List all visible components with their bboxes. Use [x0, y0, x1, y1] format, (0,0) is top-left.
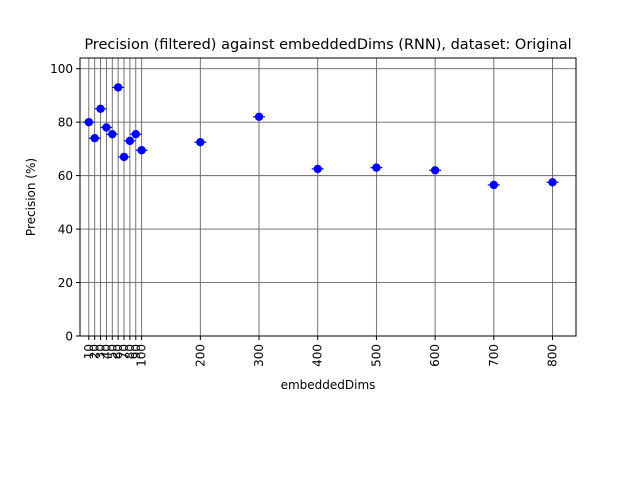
y-axis-label: Precision (%) — [24, 158, 38, 236]
data-point-0-8 — [131, 129, 140, 139]
data-point-0-6 — [119, 152, 129, 162]
data-point-0-5 — [113, 83, 123, 92]
data-point-0-0 — [84, 117, 94, 127]
data-point-0-7 — [125, 136, 135, 146]
y-tick-label-0: 0 — [65, 330, 73, 344]
data-point-0-9 — [137, 146, 146, 155]
data-point-0-10 — [196, 138, 205, 147]
data-point-0-4 — [108, 129, 117, 139]
data-point-0-12 — [313, 164, 322, 174]
data-point-0-11 — [254, 112, 264, 122]
plot-frame — [79, 57, 577, 337]
x-tick-label-5: 60 — [111, 344, 125, 359]
chart-title: Precision (filtered) against embeddedDim… — [84, 37, 571, 53]
y-tick-label-4: 80 — [58, 116, 73, 130]
data-point-0-2 — [96, 104, 105, 113]
y-tick-label-3: 60 — [58, 169, 73, 183]
x-tick-label-10: 200 — [193, 344, 207, 367]
data-point-0-15 — [489, 180, 499, 190]
x-tick-label-4: 50 — [105, 344, 119, 359]
marks-layer — [82, 83, 559, 190]
x-tick-label-13: 500 — [369, 344, 383, 367]
x-tick-label-8: 90 — [129, 344, 143, 359]
grid-layer — [80, 58, 576, 337]
x-axis-label: embeddedDims — [281, 378, 376, 392]
x-tick-label-0: 10 — [82, 344, 96, 359]
data-point-0-3 — [102, 123, 111, 132]
x-tick-label-2: 30 — [94, 344, 108, 359]
x-tick-label-7: 80 — [123, 344, 137, 359]
x-tick-label-9: 100 — [135, 344, 149, 367]
data-point-0-1 — [90, 133, 99, 143]
x-tick-label-6: 70 — [117, 344, 131, 359]
data-point-0-16 — [548, 178, 557, 187]
y-tick-label-5: 100 — [50, 62, 73, 76]
x-tick-label-11: 300 — [252, 344, 266, 367]
x-tick-label-3: 40 — [99, 344, 113, 359]
x-tick-label-16: 800 — [546, 344, 560, 367]
y-tick-label-1: 20 — [58, 276, 73, 290]
y-tick-label-2: 40 — [58, 223, 73, 237]
x-tick-label-15: 700 — [487, 344, 501, 367]
x-tick-label-14: 600 — [428, 344, 442, 367]
x-tick-label-1: 20 — [88, 344, 102, 359]
data-point-0-13 — [372, 163, 381, 172]
x-tick-label-12: 400 — [311, 344, 325, 367]
data-point-0-14 — [430, 166, 440, 175]
